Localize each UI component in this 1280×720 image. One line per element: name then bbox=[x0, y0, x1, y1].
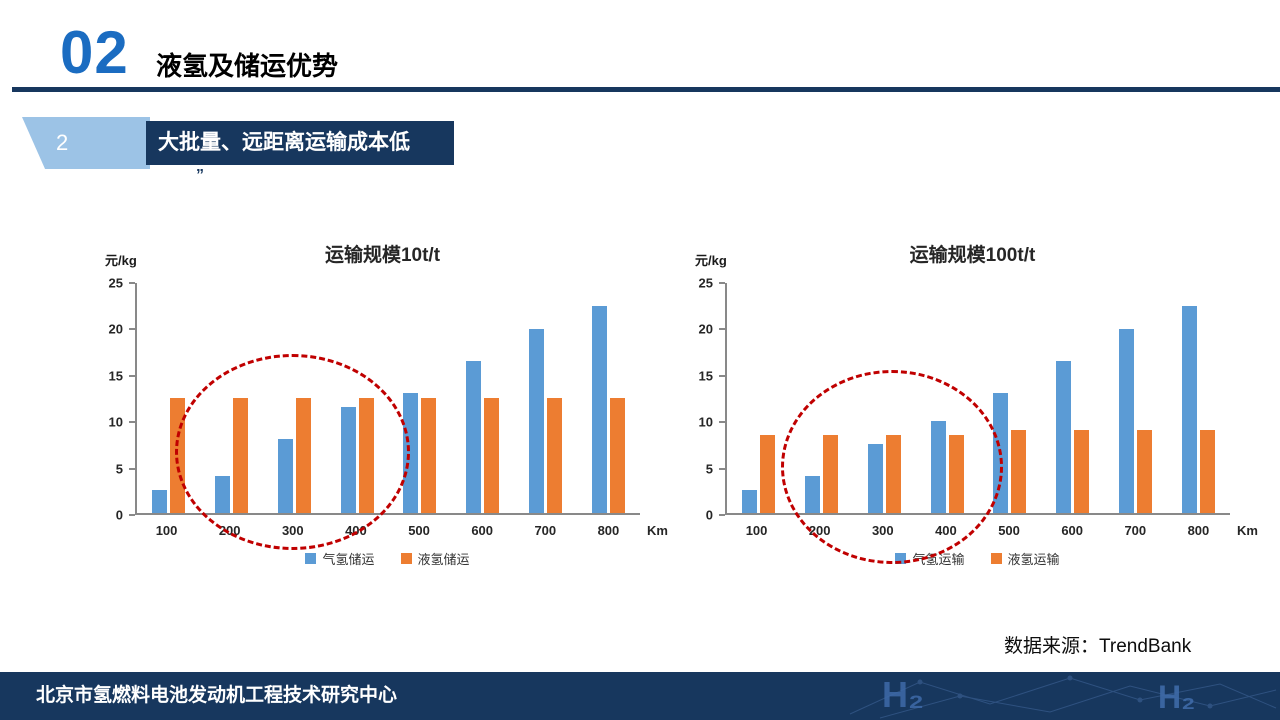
network-pattern-graphic bbox=[849, 675, 1277, 719]
data-source-label: 数据来源：TrendBank bbox=[1004, 636, 1192, 657]
bar-液氢运输 bbox=[1137, 430, 1153, 513]
h2-watermark: H₂ bbox=[1158, 679, 1196, 715]
chart-transport-scale-100t: 运输规模100t/t 元/kg 0 5 10 15 20 25 100 200 300 400 5… bbox=[685, 236, 1260, 576]
legend-item: 液氢储运 bbox=[400, 549, 470, 568]
y-tick-label: 25 bbox=[698, 275, 713, 291]
y-tick-label: 0 bbox=[115, 507, 123, 523]
legend-label: 液氢运输 bbox=[1007, 552, 1060, 567]
bar-group bbox=[529, 283, 563, 513]
bar-group bbox=[1182, 283, 1216, 513]
highlight-ellipse bbox=[781, 370, 1003, 564]
bar-气氢储运 bbox=[151, 490, 167, 513]
y-tick-label: 15 bbox=[698, 368, 713, 384]
y-tick-label: 5 bbox=[705, 461, 713, 477]
bar-液氢储运 bbox=[610, 398, 626, 513]
chart-title: 运输规模100t/t bbox=[909, 245, 1036, 266]
bar-group bbox=[741, 283, 775, 513]
legend-swatch bbox=[990, 553, 1002, 564]
banner-index-shape: 2 bbox=[22, 117, 150, 169]
h2-watermark: H₂ bbox=[882, 674, 924, 715]
y-tick-mark bbox=[129, 328, 135, 331]
y-tick-mark bbox=[129, 421, 135, 424]
x-tick-label: 600 bbox=[471, 523, 494, 538]
highlight-ellipse bbox=[175, 354, 410, 550]
y-tick-mark bbox=[129, 467, 135, 470]
bar-液氢运输 bbox=[1200, 430, 1216, 513]
bar-气氢储运 bbox=[466, 361, 482, 513]
x-tick-label: 700 bbox=[534, 523, 557, 538]
bar-液氢储运 bbox=[547, 398, 563, 513]
y-tick-mark bbox=[719, 421, 725, 424]
bar-液氢储运 bbox=[421, 398, 437, 513]
y-tick-mark bbox=[719, 514, 725, 516]
legend-item: 液氢运输 bbox=[990, 549, 1060, 568]
chart-transport-scale-10t: 运输规模10t/t 元/kg 0 5 10 15 20 25 100 200 300 400 50… bbox=[95, 236, 670, 576]
x-tick-label: 600 bbox=[1061, 523, 1084, 538]
legend: 气氢运输 液氢运输 bbox=[725, 549, 1230, 568]
y-axis: 0 5 10 15 20 25 bbox=[95, 277, 135, 522]
y-axis-unit: 元/kg bbox=[695, 253, 727, 268]
x-tick-label: 100 bbox=[155, 523, 178, 538]
bar-液氢运输 bbox=[1011, 430, 1027, 513]
legend-item: 气氢储运 bbox=[305, 549, 375, 568]
banner-label: 大批量、远距离运输成本低 bbox=[146, 121, 454, 165]
bar-气氢储运 bbox=[592, 306, 608, 513]
y-tick-label: 20 bbox=[698, 321, 713, 337]
x-tick-label: 800 bbox=[597, 523, 620, 538]
bar-气氢储运 bbox=[529, 329, 545, 513]
bar-液氢运输 bbox=[759, 434, 775, 513]
x-tick-label: 500 bbox=[408, 523, 430, 538]
y-tick-mark bbox=[719, 282, 725, 284]
chart-title: 运输规模10t/t bbox=[324, 245, 441, 266]
banner-index: 2 bbox=[56, 130, 69, 155]
y-tick-label: 10 bbox=[108, 414, 123, 430]
bar-group bbox=[592, 283, 626, 513]
x-tick-label: 100 bbox=[745, 523, 768, 538]
y-tick-label: 5 bbox=[115, 461, 123, 477]
x-tick-label: 800 bbox=[1187, 523, 1210, 538]
y-tick-mark bbox=[129, 514, 135, 516]
bar-group bbox=[403, 283, 437, 513]
bar-气氢运输 bbox=[741, 490, 757, 513]
banner-stray-mark: „ bbox=[196, 158, 204, 175]
y-tick-label: 0 bbox=[705, 507, 713, 523]
y-tick-mark bbox=[129, 374, 135, 377]
bar-气氢储运 bbox=[403, 393, 419, 513]
y-tick-mark bbox=[719, 374, 725, 377]
bar-group bbox=[1056, 283, 1090, 513]
page-title: 液氢及储运优势 bbox=[156, 51, 339, 81]
footer-bar: H₂ H₂ 北京市氢燃料电池发动机工程技术研究中心 bbox=[0, 672, 1280, 720]
y-tick-mark bbox=[719, 467, 725, 470]
y-tick-mark bbox=[129, 282, 135, 284]
x-tick-label: 700 bbox=[1124, 523, 1147, 538]
legend-label: 气氢储运 bbox=[322, 552, 375, 567]
x-axis: 100 200 300 400 500 600 700 800 bbox=[135, 523, 640, 538]
x-tick-label: 500 bbox=[998, 523, 1020, 538]
bar-气氢运输 bbox=[1119, 329, 1135, 513]
header-divider bbox=[12, 87, 1280, 92]
bar-group bbox=[466, 283, 500, 513]
y-tick-label: 20 bbox=[108, 321, 123, 337]
y-axis: 0 5 10 15 20 25 bbox=[685, 277, 725, 522]
y-tick-label: 10 bbox=[698, 414, 713, 430]
bar-液氢运输 bbox=[1074, 430, 1090, 513]
legend: 气氢储运 液氢储运 bbox=[135, 549, 640, 568]
x-axis-unit: Km bbox=[1237, 523, 1258, 538]
legend-swatch bbox=[305, 553, 317, 564]
x-axis-unit: Km bbox=[647, 523, 668, 538]
legend-label: 液氢储运 bbox=[417, 552, 470, 567]
section-number: 02 bbox=[60, 19, 129, 86]
y-tick-mark bbox=[719, 328, 725, 331]
organization-name: 北京市氢燃料电池发动机工程技术研究中心 bbox=[36, 685, 398, 706]
bar-液氢储运 bbox=[484, 398, 500, 513]
y-tick-label: 25 bbox=[108, 275, 123, 291]
y-axis-unit: 元/kg bbox=[105, 253, 137, 268]
bar-group bbox=[1119, 283, 1153, 513]
legend-swatch bbox=[400, 553, 412, 564]
y-tick-label: 15 bbox=[108, 368, 123, 384]
bar-气氢运输 bbox=[1182, 306, 1198, 513]
bar-气氢运输 bbox=[1056, 361, 1072, 513]
